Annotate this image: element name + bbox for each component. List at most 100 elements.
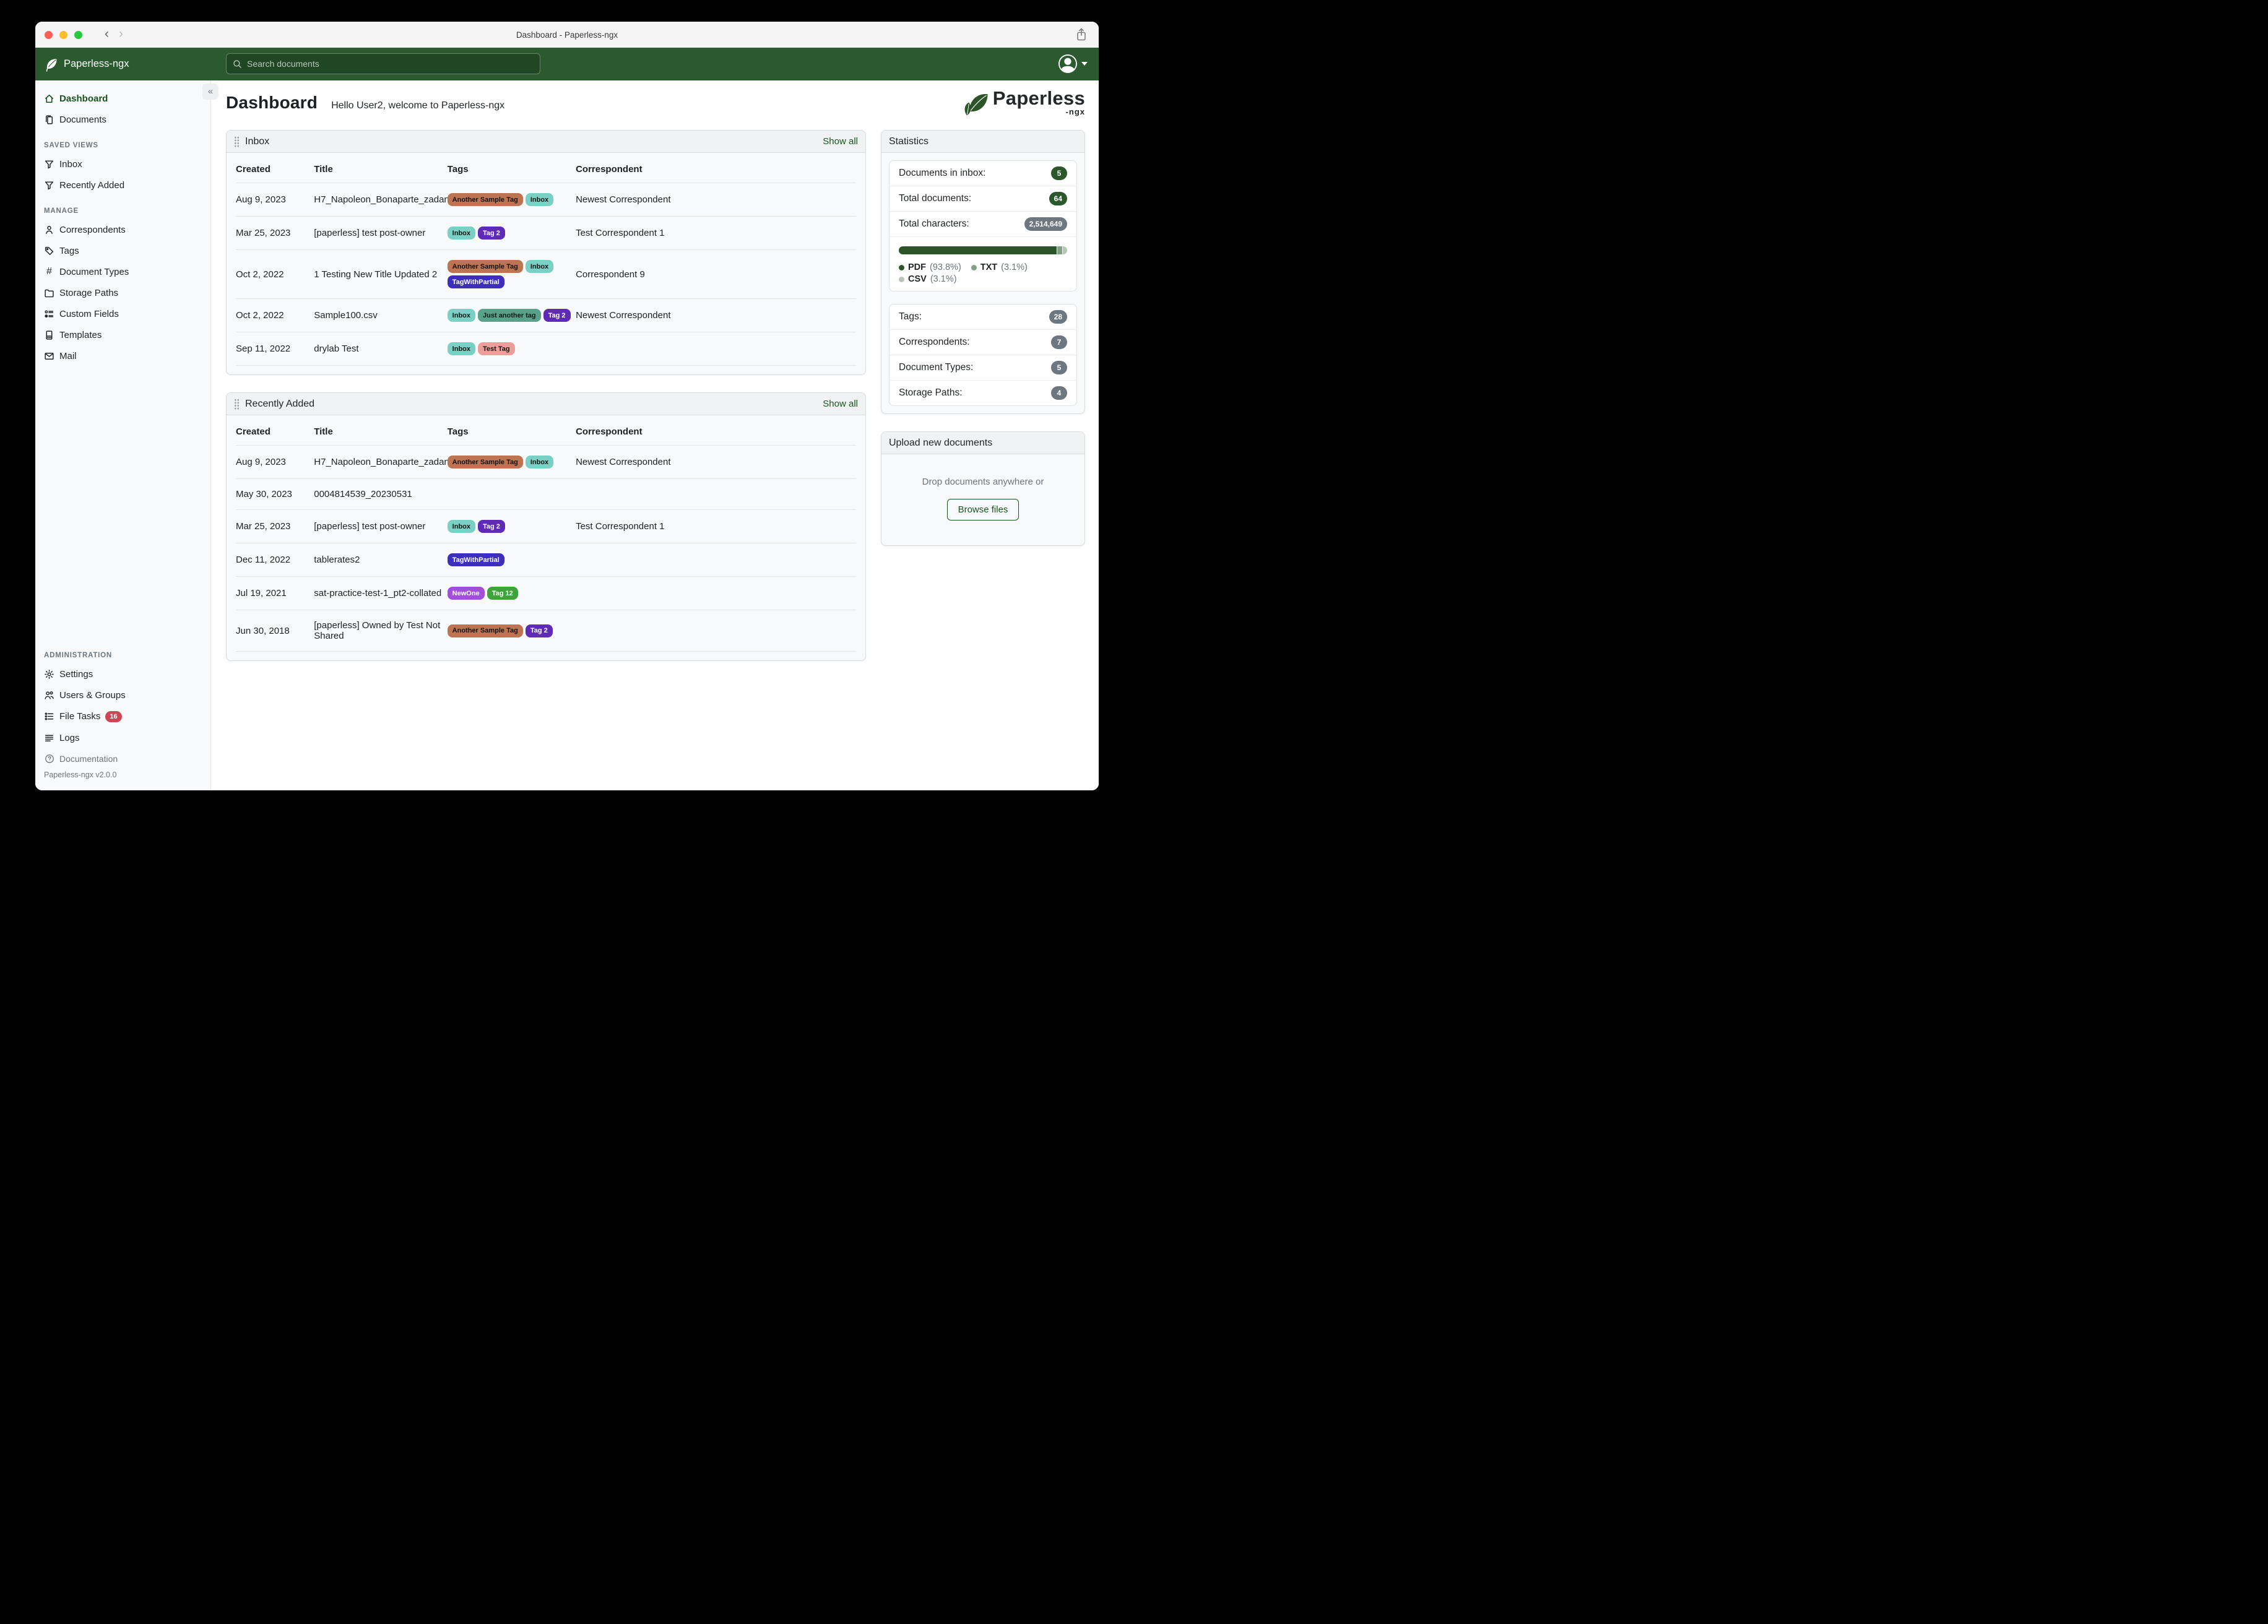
sidebar-item-recently-added[interactable]: Recently Added	[35, 175, 210, 196]
tag-pill[interactable]: Tag 2	[478, 520, 505, 533]
cell-correspondent: Newest Correspondent	[576, 194, 671, 205]
tag-pill[interactable]: Inbox	[447, 342, 476, 355]
fields-icon	[44, 309, 54, 319]
documentation-link[interactable]: Documentation	[35, 748, 210, 769]
widget-title: Inbox	[245, 136, 270, 147]
table-row[interactable]: Mar 25, 2023 [paperless] test post-owner I…	[236, 509, 856, 543]
minimize-window-button[interactable]	[59, 31, 67, 39]
cell-correspondent	[576, 543, 856, 577]
tag-pill[interactable]: Another Sample Tag	[447, 456, 523, 469]
object-stats-list: Tags: 28 Correspondents: 7 Document Types: 5 S…	[889, 304, 1077, 406]
share-icon[interactable]	[1075, 27, 1088, 42]
legend-label: TXT	[980, 262, 998, 272]
sidebar-item-label: Logs	[59, 732, 80, 743]
file-type-progress-bar	[899, 246, 1067, 254]
sidebar-item-inbox[interactable]: Inbox	[35, 153, 210, 175]
zoom-window-button[interactable]	[74, 31, 82, 39]
table-row[interactable]: Sep 11, 2022 drylab Test Inbox Test Tag	[236, 332, 856, 366]
brand[interactable]: Paperless-ngx	[45, 57, 129, 72]
legend-dot-icon	[899, 276, 904, 282]
search-input[interactable]	[247, 59, 534, 69]
widget-column: Inbox Show all Created Title Tags Corres…	[226, 130, 866, 678]
tag-pill[interactable]: Inbox	[447, 309, 476, 322]
sidebar-item-custom-fields[interactable]: Custom Fields	[35, 303, 210, 324]
sidebar-item-label: File Tasks	[59, 711, 101, 722]
upload-dropzone[interactable]: Drop documents anywhere or Browse files	[881, 454, 1084, 545]
table-row[interactable]: Dec 11, 2022 tablerates2 TagWithPartial	[236, 543, 856, 577]
browser-back-button[interactable]: ‹	[105, 27, 109, 41]
sidebar-collapse-button[interactable]: «	[202, 84, 219, 100]
sidebar-item-mail[interactable]: Mail	[35, 345, 210, 366]
show-all-link[interactable]: Show all	[823, 136, 858, 147]
progress-segment	[899, 246, 1057, 254]
funnel-icon	[44, 159, 54, 170]
file-type-legend: PDF (93.8%) TXT (3.1%) CSV (3.1%)	[899, 262, 1067, 284]
sidebar-item-users-groups[interactable]: Users & Groups	[35, 685, 210, 706]
tag-pill[interactable]: Inbox	[525, 193, 554, 206]
tag-pill[interactable]: Tag 2	[525, 624, 553, 637]
show-all-link[interactable]: Show all	[823, 399, 858, 409]
tag-pill[interactable]: Another Sample Tag	[447, 260, 523, 273]
table-row[interactable]: Jun 30, 2018 [paperless] Owned by Test No…	[236, 610, 856, 652]
sidebar-item-document-types[interactable]: # Document Types	[35, 261, 210, 282]
tag-pill[interactable]: Inbox	[447, 227, 476, 240]
traffic-lights	[45, 31, 82, 39]
tag-pill[interactable]: Inbox	[525, 260, 554, 273]
drag-handle-icon[interactable]	[234, 398, 240, 410]
tag-pill[interactable]: NewOne	[447, 587, 485, 600]
cell-title: Sample100.csv	[314, 310, 378, 321]
tag-pill[interactable]: TagWithPartial	[447, 553, 504, 566]
section-heading-saved-views: SAVED VIEWS	[44, 142, 98, 149]
tag-icon	[44, 246, 54, 256]
tag-pill[interactable]: Just another tag	[478, 309, 541, 322]
tag-pill[interactable]: Test Tag	[478, 342, 515, 355]
browser-forward-button[interactable]: ›	[119, 27, 123, 41]
table-row[interactable]: Aug 9, 2023 H7_Napoleon_Bonaparte_zadanie…	[236, 445, 856, 479]
sidebar-item-settings[interactable]: Settings	[35, 663, 210, 685]
sidebar-item-dashboard[interactable]: Dashboard	[35, 88, 210, 109]
sidebar-item-logs[interactable]: Logs	[35, 727, 210, 748]
sidebar-item-tags[interactable]: Tags	[35, 240, 210, 261]
table-row[interactable]: Mar 25, 2023 [paperless] test post-owner I…	[236, 216, 856, 250]
tag-pill[interactable]: TagWithPartial	[447, 275, 504, 288]
close-window-button[interactable]	[45, 31, 53, 39]
legend-percentage: (3.1%)	[1001, 262, 1028, 272]
tag-pill[interactable]: Inbox	[447, 520, 476, 533]
cell-created: Oct 2, 2022	[236, 269, 284, 280]
tag-pill[interactable]: Another Sample Tag	[447, 193, 523, 206]
table-row[interactable]: Oct 2, 2022 1 Testing New Title Updated 2…	[236, 249, 856, 299]
legend-percentage: (3.1%)	[930, 274, 957, 284]
progress-segment	[1057, 246, 1062, 254]
column-header-correspondent: Correspondent	[576, 426, 643, 437]
cell-tags: TagWithPartial	[447, 543, 576, 577]
cell-tags: Another Sample Tag Inbox	[447, 446, 576, 479]
table-row[interactable]: May 30, 2023 0004814539_20230531	[236, 478, 856, 510]
sidebar-item-label: Inbox	[59, 158, 82, 170]
main-content: Dashboard Hello User2, welcome to Paperl…	[211, 80, 1099, 790]
stat-row: Document Types: 5	[889, 355, 1076, 380]
browse-files-button[interactable]: Browse files	[946, 499, 1019, 520]
user-menu[interactable]	[1058, 54, 1088, 73]
tag-pill[interactable]: Tag 12	[487, 587, 518, 600]
sidebar-item-storage-paths[interactable]: Storage Paths	[35, 282, 210, 303]
document-stats-list: Documents in inbox: 5 Total documents: 64 To…	[889, 160, 1077, 292]
tag-pill[interactable]: Inbox	[525, 456, 554, 469]
cell-created: Jul 19, 2021	[236, 588, 287, 598]
tag-pill[interactable]: Another Sample Tag	[447, 624, 523, 637]
sidebar-item-label: Templates	[59, 329, 102, 340]
cell-title: [paperless] Owned by Test Not Shared	[314, 620, 441, 641]
table-row[interactable]: Jul 19, 2021 sat-practice-test-1_pt2-coll…	[236, 576, 856, 610]
sidebar-item-templates[interactable]: Templates	[35, 324, 210, 345]
sidebar-item-correspondents[interactable]: Correspondents	[35, 219, 210, 240]
sidebar-item-documents[interactable]: Documents	[35, 109, 210, 130]
tag-pill[interactable]: Tag 2	[543, 309, 571, 322]
table-row[interactable]: Aug 9, 2023 H7_Napoleon_Bonaparte_zadanie…	[236, 183, 856, 217]
cell-created: Mar 25, 2023	[236, 228, 291, 238]
table-row[interactable]: Oct 2, 2022 Sample100.csv Inbox Just anothe…	[236, 298, 856, 332]
drag-handle-icon[interactable]	[234, 136, 240, 147]
file-type-breakdown: PDF (93.8%) TXT (3.1%) CSV (3.1%)	[889, 236, 1076, 291]
search-bar[interactable]	[226, 53, 540, 74]
sidebar-item-file-tasks[interactable]: File Tasks 16	[35, 706, 210, 727]
tag-pill[interactable]: Tag 2	[478, 227, 505, 240]
cell-correspondent: Test Correspondent 1	[576, 521, 665, 532]
